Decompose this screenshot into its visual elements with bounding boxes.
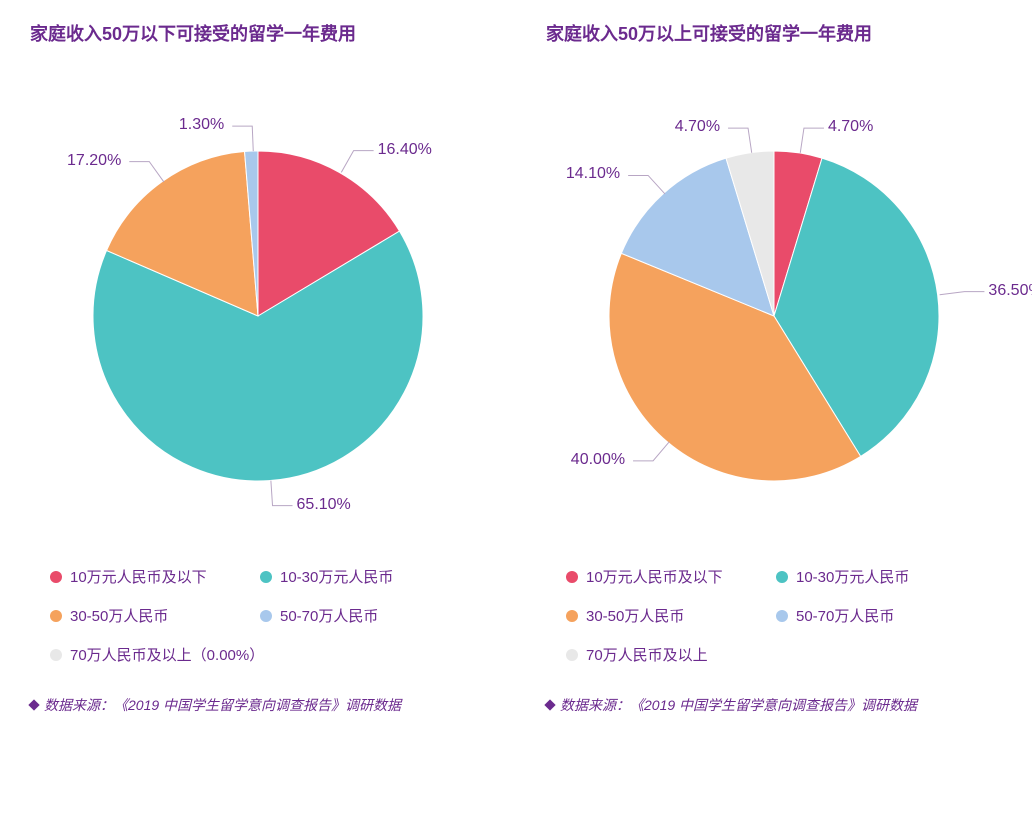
legend-label: 30-50万人民币 (586, 605, 684, 626)
legend-label: 70万人民币及以上 (586, 644, 708, 665)
charts-row: 家庭收入50万以下可接受的留学一年费用 16.40% 65.10% 17.20% 1.3… (30, 20, 1002, 715)
pie-svg (544, 76, 1004, 556)
legend-item: 10万元人民币及以下 (566, 566, 746, 587)
chart-title: 家庭收入50万以上可接受的留学一年费用 (546, 20, 1002, 46)
legend-swatch (776, 610, 788, 622)
chart-panel-1: 家庭收入50万以上可接受的留学一年费用4.70%36.50%40.00%14.1… (546, 20, 1002, 715)
legend-item: 50-70万人民币 (776, 605, 956, 626)
legend-swatch (260, 571, 272, 583)
legend-label: 10万元人民币及以下 (70, 566, 207, 587)
legend-label: 70万人民币及以上（0.00%） (70, 644, 264, 665)
data-source-text: 数据来源：《2019 中国学生留学意向调查报告》调研数据 (44, 695, 401, 715)
chart-panel-0: 家庭收入50万以下可接受的留学一年费用 16.40% 65.10% 17.20% 1.3… (30, 20, 486, 715)
legend-swatch (260, 610, 272, 622)
pie-slice-label: 1.30% (179, 116, 224, 134)
data-source: 数据来源：《2019 中国学生留学意向调查报告》调研数据 (546, 695, 1002, 715)
legend-item: 10-30万元人民币 (776, 566, 956, 587)
legend-item: 30-50万人民币 (50, 605, 230, 626)
pie-slice-label: 14.10% (566, 165, 620, 183)
legend-swatch (50, 649, 62, 661)
legend-swatch (50, 610, 62, 622)
legend-item: 10-30万元人民币 (260, 566, 440, 587)
legend-item: 70万人民币及以上（0.00%） (50, 644, 264, 665)
pie-chart: 16.40% 65.10% 17.20% 1.30% (30, 76, 486, 556)
legend-item: 70万人民币及以上 (566, 644, 746, 665)
legend-label: 10-30万元人民币 (796, 566, 909, 587)
legend-item: 10万元人民币及以下 (50, 566, 230, 587)
legend-swatch (566, 649, 578, 661)
pie-slice-label: 65.10% (297, 496, 351, 514)
diamond-icon (544, 699, 555, 710)
pie-slice-label: 40.00% (571, 451, 625, 469)
data-source-text: 数据来源：《2019 中国学生留学意向调查报告》调研数据 (560, 695, 917, 715)
legend: 10万元人民币及以下 10-30万元人民币 30-50万人民币 50-70万人民币 70… (546, 566, 1002, 665)
legend-item: 30-50万人民币 (566, 605, 746, 626)
pie-slice-label: 16.40% (378, 141, 432, 159)
diamond-icon (28, 699, 39, 710)
pie-slice-label: 4.70% (828, 118, 873, 136)
legend: 10万元人民币及以下 10-30万元人民币 30-50万人民币 50-70万人民币 70… (30, 566, 486, 665)
pie-slice-label: 36.50% (988, 282, 1032, 300)
pie-slice-label: 4.70% (675, 118, 720, 136)
legend-label: 50-70万人民币 (280, 605, 378, 626)
legend-swatch (776, 571, 788, 583)
legend-swatch (566, 610, 578, 622)
pie-chart: 4.70%36.50%40.00%14.10%4.70% (546, 76, 1002, 556)
legend-label: 30-50万人民币 (70, 605, 168, 626)
legend-swatch (50, 571, 62, 583)
pie-slice-label: 17.20% (67, 152, 121, 170)
legend-label: 10万元人民币及以下 (586, 566, 723, 587)
data-source: 数据来源：《2019 中国学生留学意向调查报告》调研数据 (30, 695, 486, 715)
legend-label: 50-70万人民币 (796, 605, 894, 626)
legend-item: 50-70万人民币 (260, 605, 440, 626)
legend-label: 10-30万元人民币 (280, 566, 393, 587)
legend-swatch (566, 571, 578, 583)
chart-title: 家庭收入50万以下可接受的留学一年费用 (30, 20, 486, 46)
